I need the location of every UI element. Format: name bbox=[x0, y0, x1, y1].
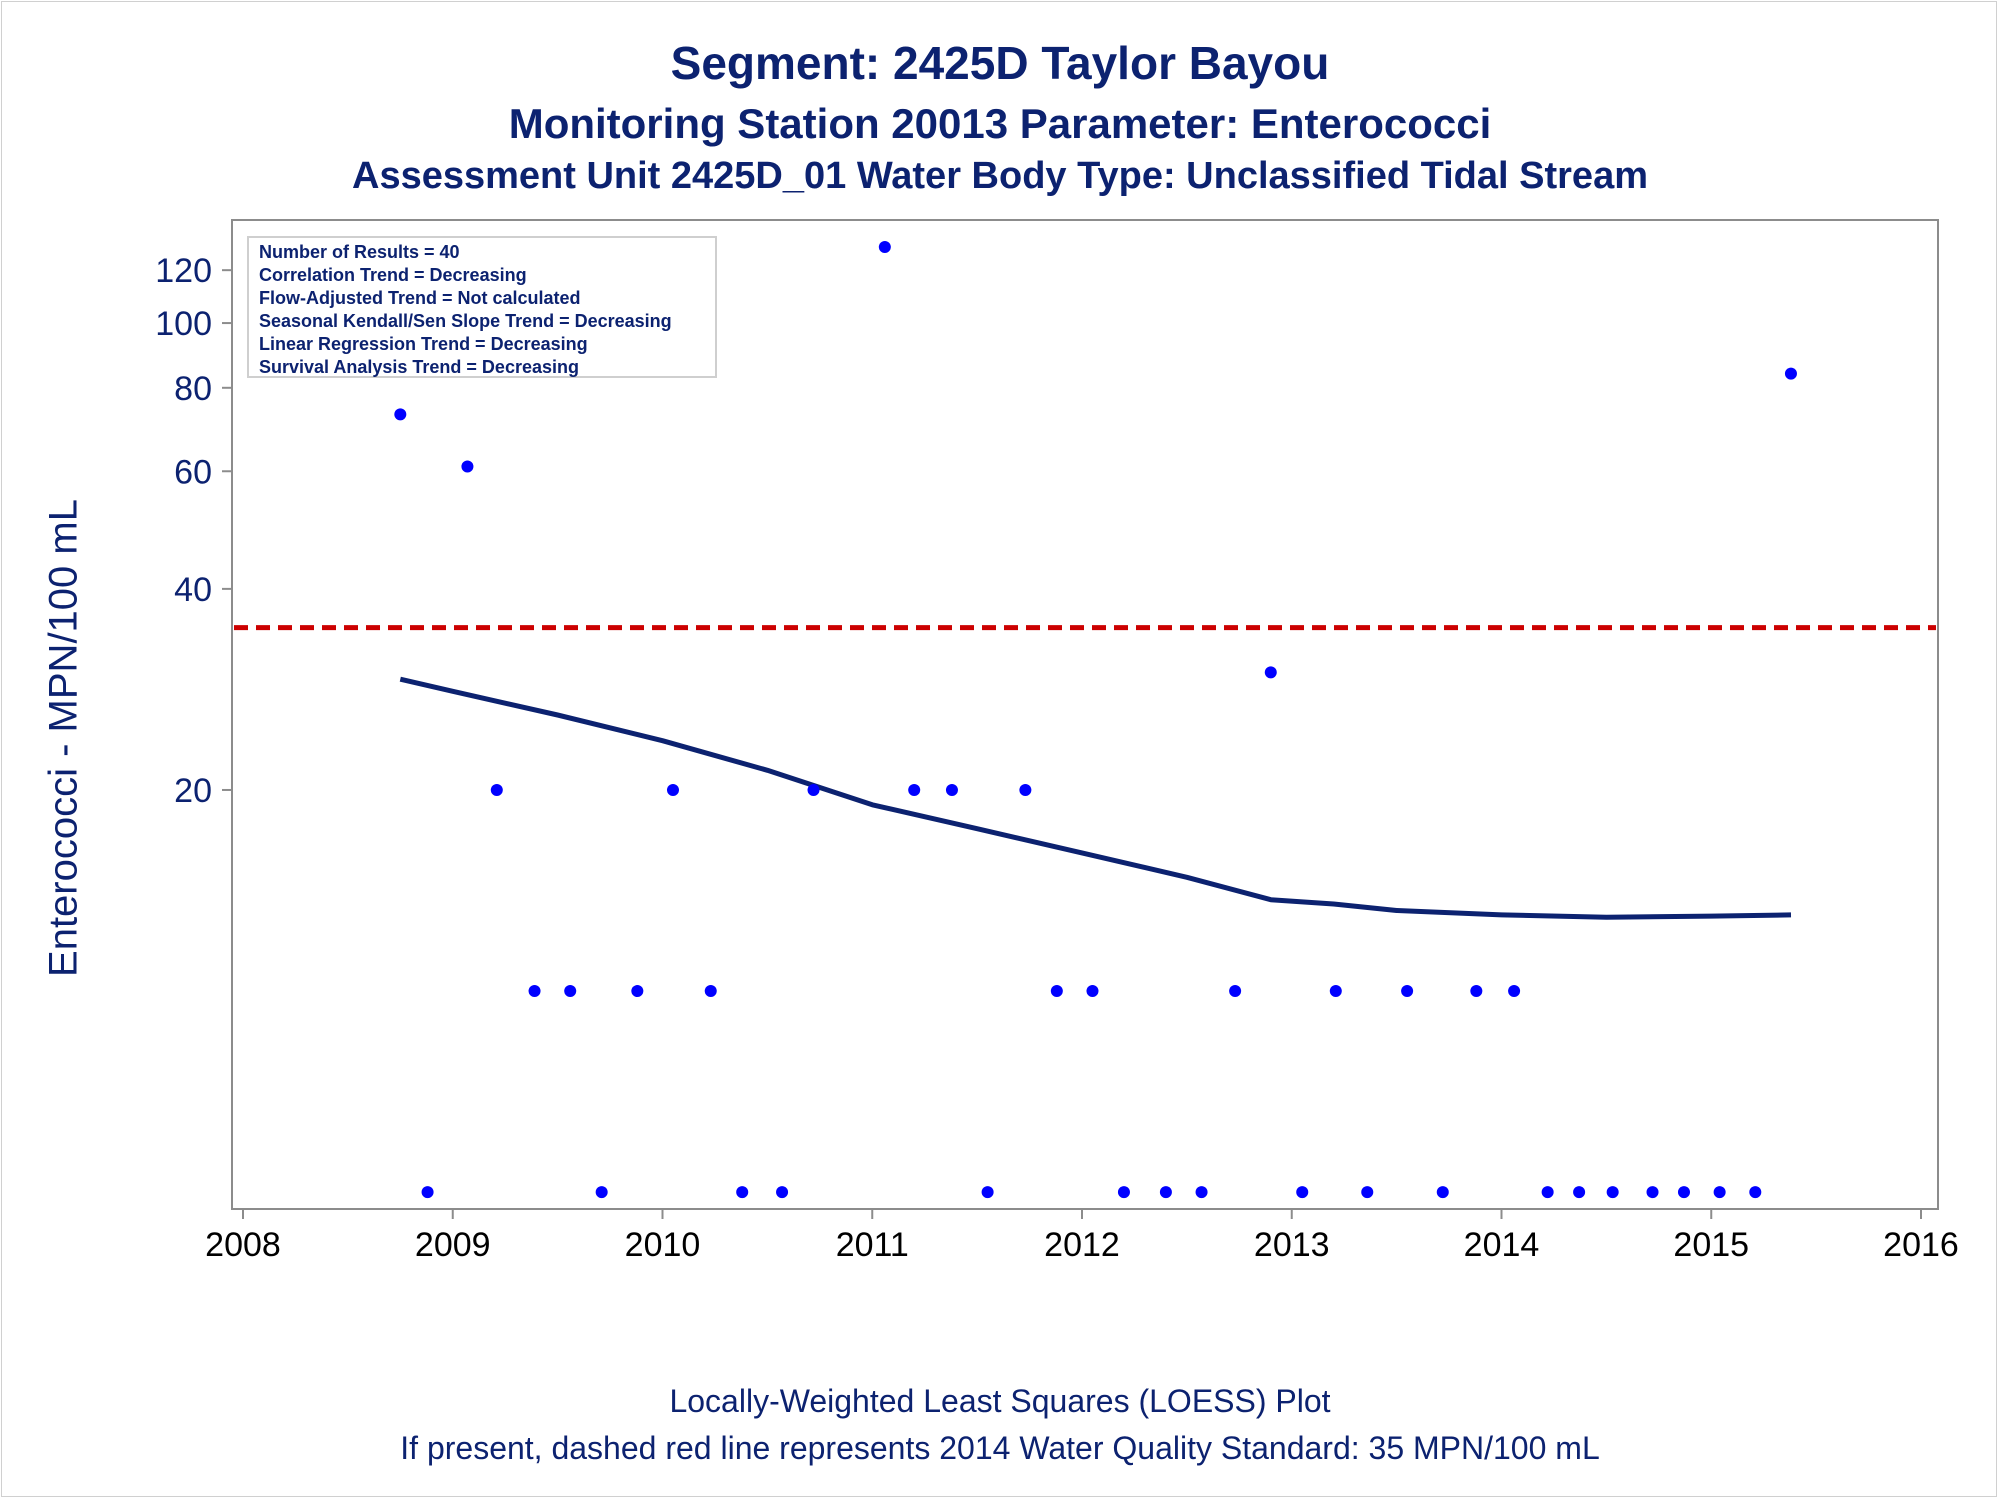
x-tick-label: 2013 bbox=[1254, 1226, 1330, 1264]
data-point bbox=[1646, 1186, 1659, 1199]
data-point bbox=[1784, 367, 1797, 380]
data-point bbox=[394, 408, 407, 421]
plot-area-border bbox=[231, 219, 1939, 1210]
data-point bbox=[1050, 985, 1063, 998]
data-point bbox=[1229, 985, 1242, 998]
y-tick-label: 120 bbox=[155, 252, 212, 290]
chart-subtitle-station: Monitoring Station 20013 Parameter: Ente… bbox=[508, 100, 1492, 147]
chart-subtitle-assessment: Assessment Unit 2425D_01 Water Body Type… bbox=[352, 155, 1648, 197]
x-tick-label: 2012 bbox=[1044, 1226, 1120, 1264]
data-point bbox=[1508, 985, 1521, 998]
loess-line bbox=[399, 676, 1792, 920]
data-point bbox=[564, 985, 577, 998]
data-point bbox=[1749, 1186, 1762, 1199]
stat-flow-adjusted-trend: Flow-Adjusted Trend = Not calculated bbox=[259, 288, 581, 308]
y-tick-label: 20 bbox=[174, 772, 212, 810]
stats-box: Number of Results = 40 Correlation Trend… bbox=[247, 236, 717, 378]
data-point bbox=[1436, 1186, 1449, 1199]
x-tick-label: 2015 bbox=[1673, 1226, 1749, 1264]
data-point bbox=[1401, 985, 1414, 998]
data-point bbox=[704, 985, 717, 998]
x-tick-label: 2014 bbox=[1464, 1226, 1540, 1264]
data-point bbox=[421, 1186, 434, 1199]
footer-standard-note: If present, dashed red line represents 2… bbox=[400, 1430, 1600, 1466]
stat-correlation-trend: Correlation Trend = Decreasing bbox=[259, 265, 527, 285]
footer-plot-description: Locally-Weighted Least Squares (LOESS) P… bbox=[669, 1383, 1331, 1419]
x-tick-label: 2009 bbox=[415, 1226, 491, 1264]
chart-title: Segment: 2425D Taylor Bayou bbox=[670, 37, 1330, 89]
data-point bbox=[1159, 1186, 1172, 1199]
data-point bbox=[736, 1186, 749, 1199]
data-point bbox=[1329, 985, 1342, 998]
data-point bbox=[1470, 985, 1483, 998]
data-point bbox=[1296, 1186, 1309, 1199]
data-point bbox=[1606, 1186, 1619, 1199]
stat-seasonal-kendall-trend: Seasonal Kendall/Sen Slope Trend = Decre… bbox=[259, 311, 672, 331]
data-point bbox=[981, 1186, 994, 1199]
data-point bbox=[1086, 985, 1099, 998]
y-tick-label: 80 bbox=[174, 370, 212, 408]
data-point bbox=[807, 783, 820, 796]
y-tick-label: 60 bbox=[174, 453, 212, 491]
data-point bbox=[1713, 1186, 1726, 1199]
data-point bbox=[776, 1186, 789, 1199]
data-point bbox=[1573, 1186, 1586, 1199]
y-tick-label: 100 bbox=[155, 305, 212, 343]
y-tick-label: 40 bbox=[174, 571, 212, 609]
x-tick-label: 2016 bbox=[1883, 1226, 1959, 1264]
x-tick-label: 2010 bbox=[625, 1226, 701, 1264]
stat-number-of-results: Number of Results = 40 bbox=[259, 242, 460, 262]
data-point bbox=[1361, 1186, 1374, 1199]
data-point bbox=[490, 783, 503, 796]
data-point bbox=[631, 985, 644, 998]
data-point bbox=[1541, 1186, 1554, 1199]
data-point bbox=[908, 783, 921, 796]
data-point bbox=[528, 985, 541, 998]
data-point bbox=[1019, 783, 1032, 796]
data-point bbox=[1117, 1186, 1130, 1199]
x-tick-label: 2008 bbox=[205, 1226, 281, 1264]
stat-survival-analysis-trend: Survival Analysis Trend = Decreasing bbox=[259, 357, 579, 377]
y-axis-label: Enterococci - MPN/100 mL bbox=[41, 499, 86, 977]
data-point bbox=[1264, 666, 1277, 679]
data-point bbox=[595, 1186, 608, 1199]
data-point bbox=[878, 240, 891, 253]
data-point bbox=[1677, 1186, 1690, 1199]
data-point bbox=[945, 783, 958, 796]
data-point bbox=[666, 783, 679, 796]
data-point bbox=[1195, 1186, 1208, 1199]
data-point bbox=[461, 460, 474, 473]
stat-linear-regression-trend: Linear Regression Trend = Decreasing bbox=[259, 334, 588, 354]
x-tick-label: 2011 bbox=[836, 1226, 909, 1264]
